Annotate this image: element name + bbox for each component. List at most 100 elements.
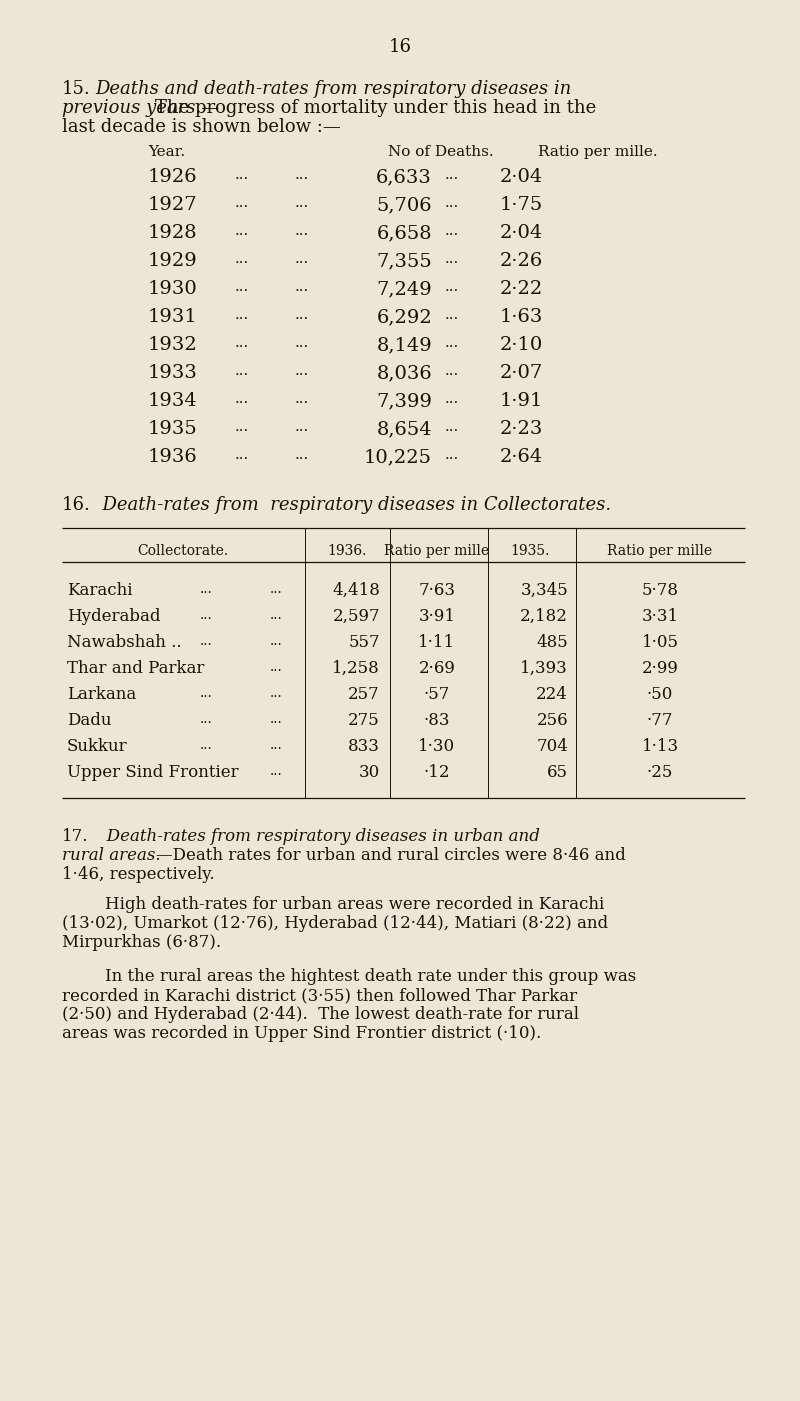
Text: Ratio per mille: Ratio per mille — [385, 544, 490, 558]
Text: ...: ... — [295, 448, 310, 462]
Text: 2·64: 2·64 — [500, 448, 543, 467]
Text: 1930: 1930 — [148, 280, 198, 298]
Text: 2·99: 2·99 — [642, 660, 678, 677]
Text: Death-rates from  respiratory diseases in Collectorates.: Death-rates from respiratory diseases in… — [91, 496, 611, 514]
Text: ...: ... — [445, 252, 459, 266]
Text: 1935.: 1935. — [510, 544, 550, 558]
Text: 15.: 15. — [62, 80, 90, 98]
Text: 2·22: 2·22 — [500, 280, 543, 298]
Text: 2·04: 2·04 — [500, 168, 543, 186]
Text: ...: ... — [295, 420, 310, 434]
Text: 2,597: 2,597 — [332, 608, 380, 625]
Text: The progress of mortality under this head in the: The progress of mortality under this hea… — [155, 99, 596, 118]
Text: rural areas.: rural areas. — [62, 848, 161, 864]
Text: Year.: Year. — [148, 144, 185, 158]
Text: 2·10: 2·10 — [500, 336, 543, 354]
Text: 2·07: 2·07 — [500, 364, 543, 382]
Text: 65: 65 — [547, 764, 568, 780]
Text: 2·69: 2·69 — [418, 660, 455, 677]
Text: ...: ... — [270, 581, 282, 595]
Text: 5,706: 5,706 — [376, 196, 432, 214]
Text: 1·91: 1·91 — [500, 392, 543, 410]
Text: (13·02), Umarkot (12·76), Hyderabad (12·44), Matiari (8·22) and: (13·02), Umarkot (12·76), Hyderabad (12·… — [62, 915, 608, 932]
Text: Nawabshah ..: Nawabshah .. — [67, 635, 182, 651]
Text: 8,036: 8,036 — [376, 364, 432, 382]
Text: ...: ... — [235, 224, 250, 238]
Text: ...: ... — [445, 420, 459, 434]
Text: ...: ... — [445, 336, 459, 350]
Text: 8,654: 8,654 — [376, 420, 432, 439]
Text: 1931: 1931 — [148, 308, 198, 326]
Text: 1·05: 1·05 — [642, 635, 678, 651]
Text: ...: ... — [295, 364, 310, 378]
Text: ·83: ·83 — [424, 712, 450, 729]
Text: ...: ... — [270, 712, 282, 726]
Text: 7,249: 7,249 — [376, 280, 432, 298]
Text: 2·26: 2·26 — [500, 252, 543, 270]
Text: ...: ... — [200, 712, 213, 726]
Text: Dadu: Dadu — [67, 712, 111, 729]
Text: ...: ... — [270, 686, 282, 700]
Text: Hyderabad: Hyderabad — [67, 608, 161, 625]
Text: (2·50) and Hyderabad (2·44).  The lowest death-rate for rural: (2·50) and Hyderabad (2·44). The lowest … — [62, 1006, 579, 1023]
Text: ...: ... — [270, 608, 282, 622]
Text: 1935: 1935 — [148, 420, 198, 439]
Text: 7,355: 7,355 — [376, 252, 432, 270]
Text: ...: ... — [270, 764, 282, 778]
Text: ...: ... — [270, 635, 282, 649]
Text: ·77: ·77 — [646, 712, 674, 729]
Text: ...: ... — [445, 224, 459, 238]
Text: 1·11: 1·11 — [418, 635, 455, 651]
Text: 257: 257 — [348, 686, 380, 703]
Text: 3·91: 3·91 — [418, 608, 455, 625]
Text: 8,149: 8,149 — [376, 336, 432, 354]
Text: ...: ... — [445, 308, 459, 322]
Text: ...: ... — [200, 635, 213, 649]
Text: ...: ... — [295, 224, 310, 238]
Text: 704: 704 — [536, 738, 568, 755]
Text: 1929: 1929 — [148, 252, 198, 270]
Text: 485: 485 — [536, 635, 568, 651]
Text: 1934: 1934 — [148, 392, 198, 410]
Text: ...: ... — [445, 168, 459, 182]
Text: ·57: ·57 — [424, 686, 450, 703]
Text: Ratio per mille.: Ratio per mille. — [538, 144, 658, 158]
Text: 17.: 17. — [62, 828, 89, 845]
Text: Mirpurkhas (6·87).: Mirpurkhas (6·87). — [62, 934, 221, 951]
Text: 3·31: 3·31 — [642, 608, 678, 625]
Text: ...: ... — [295, 252, 310, 266]
Text: ...: ... — [200, 608, 213, 622]
Text: ...: ... — [295, 280, 310, 294]
Text: ...: ... — [235, 392, 250, 406]
Text: 16.: 16. — [62, 496, 91, 514]
Text: ...: ... — [445, 392, 459, 406]
Text: 1933: 1933 — [148, 364, 198, 382]
Text: ...: ... — [235, 448, 250, 462]
Text: ...: ... — [235, 308, 250, 322]
Text: 1927: 1927 — [148, 196, 198, 214]
Text: 1·13: 1·13 — [642, 738, 678, 755]
Text: 1,393: 1,393 — [520, 660, 568, 677]
Text: 4,418: 4,418 — [332, 581, 380, 600]
Text: ...: ... — [235, 252, 250, 266]
Text: last decade is shown below :—: last decade is shown below :— — [62, 118, 341, 136]
Text: ·50: ·50 — [647, 686, 673, 703]
Text: 224: 224 — [536, 686, 568, 703]
Text: 10,225: 10,225 — [364, 448, 432, 467]
Text: 2,182: 2,182 — [520, 608, 568, 625]
Text: In the rural areas the hightest death rate under this group was: In the rural areas the hightest death ra… — [105, 968, 636, 985]
Text: 1,258: 1,258 — [332, 660, 380, 677]
Text: ...: ... — [295, 308, 310, 322]
Text: 6,292: 6,292 — [376, 308, 432, 326]
Text: previous years.—: previous years.— — [62, 99, 219, 118]
Text: Deaths and death-rates from respiratory diseases in: Deaths and death-rates from respiratory … — [95, 80, 571, 98]
Text: areas was recorded in Upper Sind Frontier district (·10).: areas was recorded in Upper Sind Frontie… — [62, 1026, 542, 1042]
Text: ·25: ·25 — [647, 764, 673, 780]
Text: ...: ... — [445, 448, 459, 462]
Text: ...: ... — [200, 686, 213, 700]
Text: Karachi: Karachi — [67, 581, 133, 600]
Text: ...: ... — [235, 364, 250, 378]
Text: 1936: 1936 — [148, 448, 198, 467]
Text: 1928: 1928 — [148, 224, 198, 242]
Text: recorded in Karachi district (3·55) then followed Thar Parkar: recorded in Karachi district (3·55) then… — [62, 986, 577, 1005]
